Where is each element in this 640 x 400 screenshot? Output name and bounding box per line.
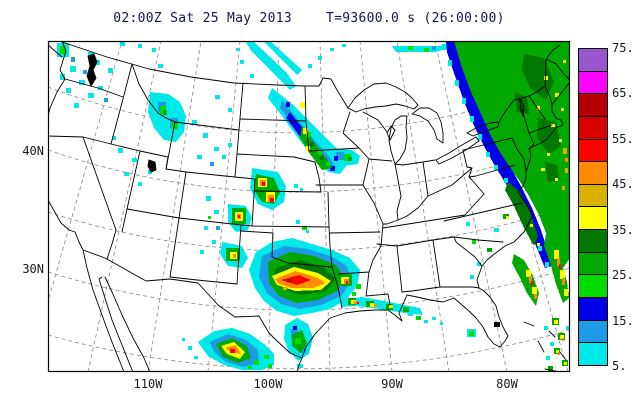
colorbar-cell <box>578 138 608 163</box>
colorbar-tick-label: 75. <box>612 41 634 55</box>
colorbar-tick-label: 15. <box>612 313 634 328</box>
colorbar-cell <box>578 183 608 208</box>
colorbar-tick-label: 25. <box>612 268 634 283</box>
colorbar-cell <box>578 251 608 276</box>
colorbar-cell <box>578 93 608 117</box>
colorbar-cell <box>578 161 608 185</box>
us-map-linework <box>48 41 570 372</box>
colorbar-cell <box>578 342 608 366</box>
lat-tick-30n: 30N <box>22 262 44 276</box>
lon-tick-90w: 90W <box>381 377 403 391</box>
colorbar-tick-label: 5. <box>612 359 627 373</box>
plot-title-datetime: 02:00Z Sat 25 May 2013 <box>113 11 292 26</box>
lon-tick-110w: 110W <box>133 377 163 391</box>
colorbar-cell <box>578 206 608 231</box>
lat-tick-40n: 40N <box>22 144 44 158</box>
lon-tick-100w: 100W <box>253 377 283 391</box>
colorbar-cell <box>578 48 608 72</box>
lon-tick-80w: 80W <box>496 377 518 391</box>
colorbar-cell <box>578 319 608 344</box>
colorbar-cell <box>578 297 608 321</box>
colorbar-tick-label: 45. <box>612 177 634 192</box>
vancouver-island-coast <box>48 44 63 58</box>
colorbar-cell <box>578 70 608 95</box>
colorbar-labels: 75. 65. 55. 45. 35. 25. 15. 5. <box>612 0 640 400</box>
colorbar-cell <box>578 229 608 253</box>
colorbar-cell <box>578 115 608 140</box>
colorbar-tick-label: 35. <box>612 222 634 237</box>
colorbar-cell <box>578 274 608 299</box>
plot-title-model-time: T=93600.0 s (26:00:00) <box>326 11 505 26</box>
map-frame <box>47 40 571 373</box>
colorbar-tick-label: 65. <box>612 86 634 101</box>
colorbar-tick-label: 55. <box>612 131 634 146</box>
precipitation-echoes <box>57 41 570 371</box>
colorbar <box>578 48 608 366</box>
plot-title: 02:00Z Sat 25 May 2013 T=93600.0 s (26:0… <box>48 11 570 26</box>
